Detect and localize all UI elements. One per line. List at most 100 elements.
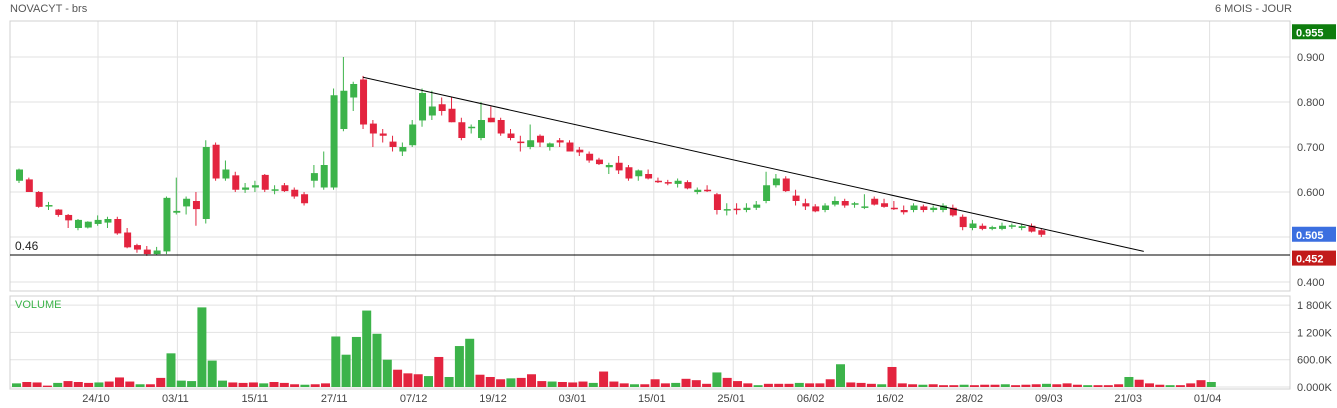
volume-bar bbox=[980, 384, 990, 387]
last-badge-bg bbox=[1292, 226, 1336, 242]
volume-bar bbox=[568, 382, 578, 387]
candle-body bbox=[792, 195, 800, 201]
candle-body bbox=[713, 194, 721, 210]
volume-bar bbox=[805, 383, 815, 387]
candle-body bbox=[114, 219, 122, 234]
candle-body bbox=[861, 206, 869, 208]
candle-body bbox=[153, 250, 161, 255]
candle-body bbox=[74, 219, 82, 228]
candle-body bbox=[684, 182, 692, 189]
candle-body bbox=[183, 198, 191, 207]
candle-body bbox=[419, 93, 427, 121]
lines bbox=[10, 76, 1290, 256]
y-tick-label: 0.600 bbox=[1297, 187, 1325, 199]
candle-body bbox=[1008, 225, 1016, 227]
support-line-label: 0.46 bbox=[15, 239, 39, 253]
volume-bar bbox=[32, 382, 42, 387]
volume-bar bbox=[1155, 384, 1165, 387]
candle-body bbox=[124, 232, 132, 248]
volume-bar bbox=[599, 371, 609, 387]
candle-body bbox=[694, 189, 702, 192]
candle-body bbox=[448, 108, 456, 123]
candle-body bbox=[409, 124, 417, 146]
x-tick-label: 15/11 bbox=[241, 393, 268, 405]
candle-body bbox=[654, 180, 662, 183]
volume-bar bbox=[784, 383, 794, 387]
volume-bar bbox=[259, 383, 269, 387]
chart-period: 6 MOIS - JOUR bbox=[1214, 3, 1292, 15]
volume-bar bbox=[1196, 380, 1206, 387]
candle-body bbox=[320, 165, 328, 188]
candle-body bbox=[330, 95, 338, 188]
candle-body bbox=[143, 249, 151, 255]
volume-bar bbox=[104, 381, 114, 387]
volume-bar bbox=[959, 384, 969, 387]
y-tick-label: 0.800 bbox=[1297, 97, 1325, 109]
candle-body bbox=[438, 104, 446, 111]
candle-body bbox=[645, 174, 653, 179]
candle-body bbox=[458, 122, 466, 138]
volume-bar bbox=[207, 360, 217, 387]
candle-body bbox=[251, 185, 259, 188]
volume-bar bbox=[145, 384, 155, 387]
y-tick-label: 0.900 bbox=[1297, 52, 1325, 64]
x-tick-label: 06/02 bbox=[797, 393, 825, 405]
volume-bar bbox=[372, 333, 382, 387]
volume-bar bbox=[166, 353, 176, 387]
volume-bar bbox=[866, 383, 876, 387]
volume-bar bbox=[465, 338, 475, 387]
volume-bar bbox=[1134, 379, 1144, 387]
volume-bar bbox=[774, 383, 784, 387]
candle-body bbox=[989, 227, 997, 229]
candle-body bbox=[487, 117, 495, 123]
volume-bar bbox=[42, 385, 52, 387]
volume-bar bbox=[362, 310, 372, 387]
volume-bar bbox=[1165, 385, 1175, 387]
candle-body bbox=[556, 140, 564, 143]
volume-bar bbox=[702, 383, 712, 387]
volume-bar bbox=[949, 385, 959, 387]
chart-title: NOVACYT - brs bbox=[10, 3, 88, 15]
candle-body bbox=[25, 179, 33, 192]
candle-body bbox=[881, 203, 889, 207]
candle-body bbox=[782, 178, 790, 192]
volume-bar bbox=[712, 372, 722, 387]
volume-bar bbox=[990, 384, 1000, 387]
candle-body bbox=[940, 205, 948, 210]
volume-bar bbox=[578, 381, 588, 387]
volume-bar bbox=[619, 383, 629, 387]
high-badge: 0.955 bbox=[1296, 27, 1324, 39]
volume-bar bbox=[815, 383, 825, 387]
volume-label: VOLUME bbox=[15, 299, 61, 311]
candle-body bbox=[65, 214, 73, 221]
volume-bar bbox=[485, 376, 495, 387]
volume-bar bbox=[403, 373, 413, 387]
candle-body bbox=[232, 175, 240, 190]
volume-bar bbox=[681, 378, 691, 387]
candle-body bbox=[723, 209, 731, 211]
volume-bar bbox=[12, 383, 21, 387]
candle-body bbox=[822, 205, 830, 210]
candle-body bbox=[851, 203, 859, 205]
volume-bar bbox=[1042, 383, 1051, 387]
candle-body bbox=[1028, 225, 1036, 232]
candle-body bbox=[920, 206, 928, 210]
volume-bar bbox=[887, 366, 897, 387]
vol-y-tick-label: 1 200K bbox=[1297, 327, 1333, 339]
x-tick-label: 24/10 bbox=[82, 393, 110, 405]
volume-bar bbox=[228, 382, 238, 387]
x-tick-label: 07/12 bbox=[400, 393, 428, 405]
candle-body bbox=[959, 216, 967, 228]
candle-body bbox=[45, 205, 53, 207]
volume-bar bbox=[475, 374, 485, 387]
volume-bar bbox=[825, 379, 835, 387]
candle-body bbox=[536, 135, 544, 143]
last-badge: 0.505 bbox=[1296, 230, 1324, 242]
volume-bar bbox=[290, 384, 300, 387]
volume-bar bbox=[877, 384, 887, 387]
volume-bar bbox=[1000, 384, 1010, 387]
volume-bar bbox=[1052, 384, 1062, 387]
candle-body bbox=[163, 197, 171, 252]
volume-bar bbox=[351, 336, 361, 387]
candle-body bbox=[1018, 226, 1026, 228]
